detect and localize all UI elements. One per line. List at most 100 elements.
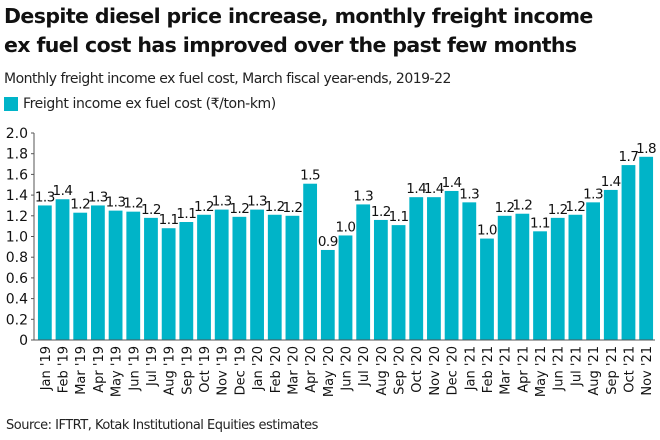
data-label: 1.8 <box>636 141 656 157</box>
bar <box>639 156 654 340</box>
bar <box>108 210 123 340</box>
bar <box>250 209 264 340</box>
bar <box>462 202 477 340</box>
data-label: 1.2 <box>282 200 302 216</box>
bar <box>73 212 88 340</box>
chart-title-line-2: ex fuel cost has improved over the past … <box>4 33 577 57</box>
data-label: 1.2 <box>565 199 585 215</box>
bar <box>55 199 70 340</box>
x-tick-label: Jan '21 <box>463 346 478 391</box>
bar <box>480 238 494 340</box>
data-label: 1.4 <box>406 181 426 197</box>
data-label: 1.2 <box>495 200 515 216</box>
x-tick-label: Feb '20 <box>269 346 284 393</box>
x-tick-label: Aug '21 <box>587 346 602 396</box>
legend-label: Freight income ex fuel cost (₹/ton-km) <box>23 96 276 112</box>
data-label: 1.4 <box>442 175 462 191</box>
bar <box>603 189 618 340</box>
data-label: 1.5 <box>300 168 320 184</box>
x-tick-label: May '20 <box>322 346 337 397</box>
bar <box>232 216 247 340</box>
x-tick-label: Jan '20 <box>251 346 266 391</box>
bar <box>126 211 141 340</box>
x-tick-label: Oct '20 <box>410 346 425 393</box>
x-tick-label: Apr '21 <box>516 346 531 393</box>
x-tick-label: Sep '21 <box>605 346 620 395</box>
bar <box>356 204 371 340</box>
bar <box>373 219 388 340</box>
x-tick-label: Aug '20 <box>375 346 390 396</box>
data-label: 1.3 <box>459 186 479 202</box>
x-tick-label: Mar '21 <box>499 346 514 395</box>
bar <box>497 215 512 340</box>
chart-subtitle: Monthly freight income ex fuel cost, Mar… <box>4 71 451 87</box>
y-tick-label: 1.0 <box>6 230 28 246</box>
legend: Freight income ex fuel cost (₹/ton-km) <box>4 96 276 112</box>
x-tick-label: Jul '19 <box>145 346 160 387</box>
data-label: 0.9 <box>318 234 338 250</box>
data-label: 1.1 <box>389 209 409 225</box>
x-tick-label: Jun '21 <box>552 346 567 392</box>
y-tick-label: 1.6 <box>6 167 28 183</box>
data-label: 1.2 <box>265 199 285 215</box>
data-label: 1.1 <box>159 212 179 228</box>
bar <box>267 214 282 340</box>
x-tick-label: Dec '20 <box>446 346 461 395</box>
x-tick-label: Sep '19 <box>180 346 195 395</box>
data-label: 1.3 <box>247 194 267 210</box>
bar <box>161 228 176 340</box>
data-label: 1.2 <box>123 196 143 212</box>
bar <box>285 215 300 340</box>
y-tick-label: 2.0 <box>6 126 28 142</box>
y-tick-label: 0.4 <box>6 292 28 308</box>
x-tick-label: Oct '21 <box>622 346 637 393</box>
data-label: 1.1 <box>176 206 196 222</box>
data-label: 1.7 <box>618 149 638 165</box>
data-label: 1.4 <box>601 174 621 190</box>
legend-swatch <box>4 97 18 111</box>
x-tick-label: Nov '21 <box>640 346 655 396</box>
chart-title: Despite diesel price increase, monthly f… <box>4 2 654 60</box>
data-label: 1.1 <box>530 215 550 231</box>
data-label: 1.4 <box>53 183 73 199</box>
bar <box>144 217 158 340</box>
y-tick-label: 0 <box>19 333 28 349</box>
bar <box>427 197 441 340</box>
data-label: 1.2 <box>194 199 214 215</box>
y-tick-label: 1.2 <box>6 209 28 225</box>
data-label: 1.2 <box>229 201 249 217</box>
bar <box>533 231 547 340</box>
bars <box>37 156 654 340</box>
y-tick-label: 0.8 <box>6 250 28 266</box>
bar <box>391 225 406 340</box>
data-label: 1.2 <box>371 204 391 220</box>
x-tick-label: Nov '19 <box>216 346 231 396</box>
bar <box>91 205 105 340</box>
data-label: 1.2 <box>512 198 532 214</box>
bar <box>550 217 565 340</box>
data-label: 1.3 <box>212 194 232 210</box>
data-label: 1.3 <box>353 188 373 204</box>
data-label: 1.2 <box>548 202 568 218</box>
x-tick-label: May '21 <box>534 346 549 397</box>
data-label: 1.0 <box>477 223 497 239</box>
bar <box>568 214 583 340</box>
x-tick-label: May '19 <box>110 346 125 397</box>
source-note: Source: IFTRT, Kotak Institutional Equit… <box>6 418 318 433</box>
x-tick-label: Mar '19 <box>74 346 89 395</box>
bar <box>586 202 600 340</box>
y-tick-label: 0.6 <box>6 271 28 287</box>
bar <box>320 249 335 340</box>
data-label: 1.3 <box>106 195 126 211</box>
data-label: 1.4 <box>424 181 444 197</box>
bar <box>214 209 229 340</box>
y-tick-label: 0.2 <box>6 312 28 328</box>
x-tick-label: Nov '20 <box>428 346 443 396</box>
data-label: 1.3 <box>35 189 55 205</box>
x-tick-label: Aug '19 <box>163 346 178 396</box>
bar <box>515 213 530 340</box>
data-label: 1.3 <box>583 186 603 202</box>
x-tick-label: Jan '19 <box>39 346 54 391</box>
x-tick-label: Jun '20 <box>340 346 355 392</box>
